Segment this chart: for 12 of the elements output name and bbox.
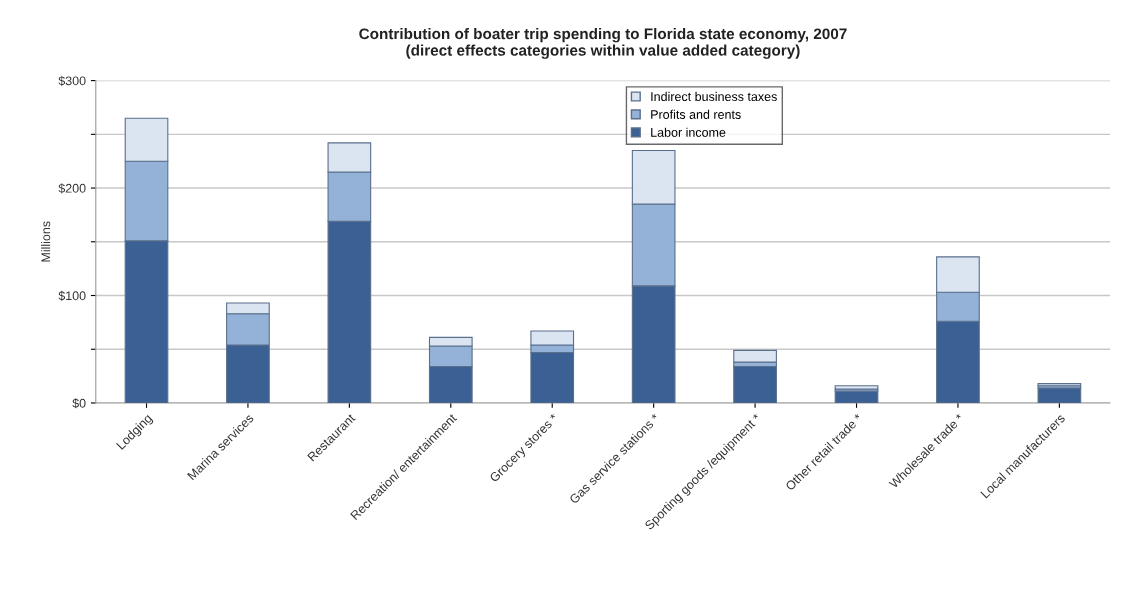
y-tick-label: $200 (58, 183, 86, 194)
legend-label: Indirect business taxes (651, 91, 777, 102)
bar (733, 365, 777, 403)
legend-label: Profits and rents (651, 109, 741, 119)
bar (733, 349, 777, 363)
chart-title: Contribution of boater trip spending to Florida state economy, 2007 (direct effects categories within value added category) (359, 28, 847, 59)
y-tick-label: $300 (58, 75, 86, 86)
bar (1037, 387, 1082, 403)
y-tick-label: $100 (58, 290, 86, 301)
y-tick-label: $0 (72, 398, 86, 409)
y-axis-title: Millions (41, 221, 51, 262)
legend-label: Labor income (651, 127, 726, 137)
